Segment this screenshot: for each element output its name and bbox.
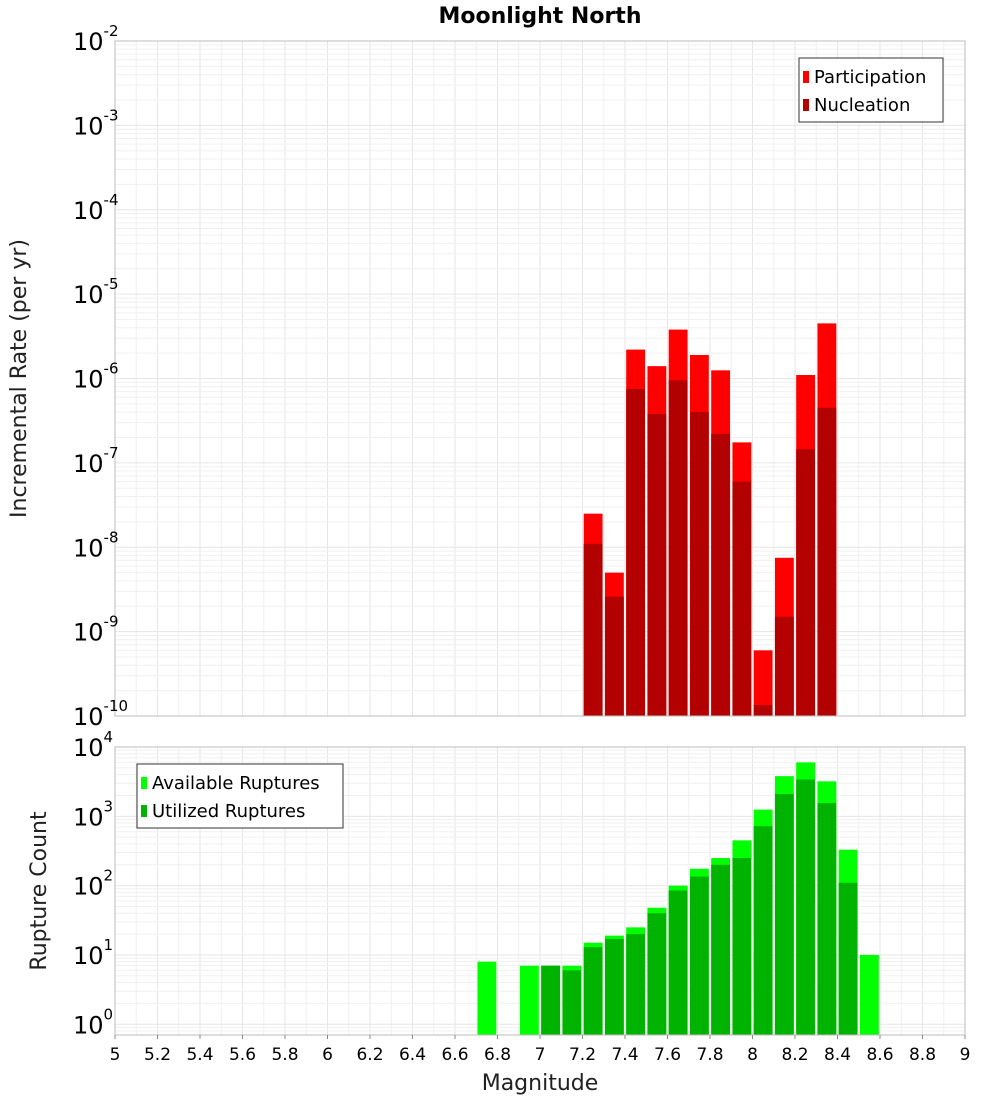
legend-swatch	[141, 805, 147, 817]
series-b-bar	[562, 970, 582, 1035]
series-b-bar	[774, 793, 794, 1035]
x-tick-label: 8	[747, 1045, 758, 1065]
top-panel: Participation Nucleation	[114, 40, 966, 717]
series-b-bar	[838, 882, 858, 1035]
x-tick-label: 6.8	[484, 1045, 511, 1065]
series-b-bar	[647, 913, 667, 1035]
y-tick-label: 101	[73, 936, 113, 970]
x-tick-label: 5.6	[229, 1045, 256, 1065]
series-b-bar	[711, 864, 731, 1035]
legend-entry: Available Ruptures	[152, 773, 320, 794]
y-tick-label: 10-6	[73, 360, 119, 394]
x-tick-label: 5.4	[186, 1045, 213, 1065]
x-tick-label: 5.8	[271, 1045, 298, 1065]
series-b-bar	[668, 380, 688, 716]
series-b-bar	[732, 481, 752, 716]
x-tick-label: 5.2	[144, 1045, 171, 1065]
series-a-bar	[753, 650, 773, 716]
series-b-bar	[817, 407, 837, 716]
y-tick-label: 102	[73, 867, 113, 901]
x-tick-label: 7.4	[611, 1045, 638, 1065]
x-tick-label: 6.4	[399, 1045, 426, 1065]
x-tick-label: 9	[960, 1045, 971, 1065]
series-b-bar	[774, 616, 794, 716]
x-tick-label: 7	[535, 1045, 546, 1065]
y-tick-label: 10-8	[73, 528, 119, 562]
series-b-bar	[689, 876, 709, 1035]
series-b-bar	[732, 858, 752, 1035]
series-b-bar	[604, 596, 624, 716]
x-tick-label: 8.8	[909, 1045, 936, 1065]
series-b-bar	[753, 705, 773, 716]
legend-entry: Utilized Ruptures	[152, 801, 305, 822]
legend-entry: Participation	[814, 67, 926, 88]
plot-frame	[114, 40, 966, 717]
series-b-bar	[541, 965, 561, 1035]
y-tick-label: 10-5	[73, 275, 119, 309]
series-b-bar	[668, 890, 688, 1035]
series-a-bar	[519, 965, 539, 1035]
x-tick-label: 8.4	[824, 1045, 851, 1065]
y-tick-label: 10-3	[73, 106, 119, 140]
x-tick-label: 6.6	[441, 1045, 468, 1065]
legend-swatch	[803, 99, 809, 111]
y-tick-label: 10-4	[73, 191, 119, 225]
y-tick-label: 103	[73, 797, 113, 831]
legend-swatch	[803, 71, 809, 83]
y-axis-label: Rupture Count	[27, 811, 52, 971]
x-tick-label: 8.2	[781, 1045, 808, 1065]
x-tick-label: 7.8	[696, 1045, 723, 1065]
y-tick-label: 10-9	[73, 613, 119, 647]
chart-labels: 10-10 10-9 10-8 10-7 10-6 10-5 10-4 10-3 10-2 Inc…	[7, 4, 970, 1096]
x-tick-label: 8.6	[866, 1045, 893, 1065]
series-a-bar	[859, 954, 879, 1035]
legend-box	[136, 763, 344, 829]
series-b-bar	[604, 938, 624, 1035]
y-axis-label: Incremental Rate (per yr)	[7, 239, 32, 518]
x-tick-label: 6.2	[356, 1045, 383, 1065]
series-b-bar	[796, 449, 816, 716]
series-b-bar	[817, 803, 837, 1035]
chart-title: Moonlight North	[438, 4, 641, 29]
y-tick-label: 10-2	[73, 22, 119, 56]
series-b-bar	[583, 947, 603, 1035]
y-tick-label: 104	[73, 728, 113, 762]
series-b-bar	[626, 389, 646, 716]
legend-box	[798, 57, 944, 123]
series-b-bar	[689, 412, 709, 716]
series-b-bar	[753, 826, 773, 1035]
x-tick-label: 7.6	[654, 1045, 681, 1065]
x-tick-label: 6	[322, 1045, 333, 1065]
y-tick-label: 100	[73, 1005, 113, 1039]
legend-swatch	[141, 777, 147, 789]
series-b-bar	[796, 779, 816, 1035]
y-tick-label: 10-10	[73, 697, 128, 731]
x-tick-label: 7.2	[569, 1045, 596, 1065]
series-a-bar	[477, 961, 497, 1035]
x-axis-label: Magnitude	[482, 1071, 599, 1096]
legend-entry: Nucleation	[814, 95, 910, 116]
x-tick-label: 5	[110, 1045, 121, 1065]
series-b-bar	[626, 934, 646, 1035]
y-tick-label: 10-7	[73, 444, 119, 478]
bottom-panel: Available Ruptures Utilized Ruptures	[114, 746, 966, 1036]
series-b-bar	[647, 413, 667, 716]
series-b-bar	[711, 433, 731, 716]
series-b-bar	[583, 543, 603, 716]
